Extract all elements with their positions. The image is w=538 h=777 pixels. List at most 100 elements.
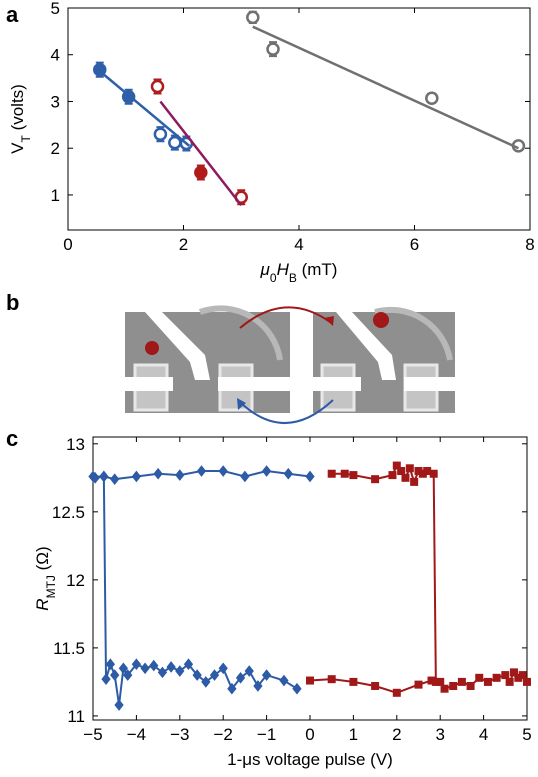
point — [201, 676, 211, 688]
x-axis-label: μ0HB (mT) — [260, 260, 338, 285]
point — [349, 471, 358, 480]
x-tick-label: 2 — [392, 725, 401, 744]
x-tick-label: 4 — [479, 725, 488, 744]
y-tick-label: 11 — [67, 707, 85, 726]
point — [466, 681, 475, 690]
point — [509, 668, 518, 677]
point — [110, 669, 120, 681]
point — [183, 658, 194, 671]
y-axis-label: RMTJ (Ω) — [33, 546, 58, 610]
point — [392, 461, 401, 470]
plot-frame — [67, 7, 531, 231]
point — [101, 673, 111, 685]
x-tick-label: −2 — [214, 725, 233, 744]
x-tick-label: −4 — [127, 725, 146, 744]
label-part: 0 — [270, 271, 277, 285]
point — [371, 681, 380, 690]
point — [397, 467, 406, 476]
point — [401, 473, 410, 482]
point — [194, 165, 208, 180]
point — [123, 669, 133, 681]
point — [279, 674, 289, 687]
point — [88, 470, 98, 483]
particle — [373, 312, 389, 328]
point — [150, 79, 165, 94]
point — [501, 671, 510, 680]
point — [410, 477, 419, 486]
point — [114, 699, 124, 711]
x-tick-label: 8 — [525, 235, 534, 254]
y-tick-label: 12 — [66, 571, 85, 590]
point — [153, 127, 168, 141]
point — [327, 675, 336, 684]
y-axis-label: VT (volts) — [8, 84, 33, 154]
x-tick-label: 1 — [349, 725, 358, 744]
y-tick-label: 4 — [51, 46, 60, 65]
x-tick-label: 0 — [63, 235, 72, 254]
label-part: (Ω) — [33, 546, 52, 575]
point — [118, 662, 129, 675]
point — [423, 467, 432, 476]
y-tick-label: 11.5 — [53, 639, 85, 658]
sem-lead — [145, 312, 210, 380]
point — [244, 665, 254, 677]
point — [166, 661, 176, 673]
point — [392, 688, 401, 697]
y-tick-label: 2 — [51, 139, 60, 158]
sem-arc — [198, 305, 283, 361]
y-tick-label: 13 — [66, 435, 85, 454]
point — [306, 676, 314, 685]
point — [196, 465, 207, 477]
point — [340, 469, 349, 478]
point — [283, 467, 293, 480]
point — [227, 682, 237, 695]
point — [261, 465, 272, 477]
sem-lead — [336, 312, 396, 380]
series-line — [252, 25, 519, 150]
series-line — [96, 67, 191, 147]
point — [218, 465, 228, 477]
label-part: T — [19, 135, 33, 143]
point — [140, 662, 150, 675]
sem-gap — [218, 377, 290, 391]
point — [483, 677, 492, 686]
x-tick-label: 5 — [522, 725, 531, 744]
y-tick-label: 12.5 — [52, 503, 85, 522]
point — [261, 669, 272, 681]
x-tick-label: −3 — [170, 725, 189, 744]
point — [153, 467, 163, 480]
y-tick-label: 5 — [51, 0, 60, 18]
point — [175, 665, 185, 677]
sem-arc — [374, 306, 453, 361]
point — [175, 469, 185, 481]
arrowhead — [237, 398, 246, 410]
point — [475, 673, 484, 682]
x-tick-label: 4 — [294, 235, 303, 254]
point — [292, 682, 302, 695]
point — [457, 677, 466, 686]
point — [99, 470, 109, 483]
point — [240, 470, 250, 483]
label-part: (mT) — [297, 260, 338, 279]
sem-gap — [404, 377, 455, 391]
point — [131, 470, 142, 483]
y-tick-label: 1 — [51, 186, 60, 205]
label-part: 1-μs voltage pulse (V) — [227, 750, 393, 769]
point — [414, 680, 423, 689]
x-tick-label: 0 — [305, 725, 314, 744]
point — [105, 658, 116, 671]
series-line — [159, 100, 243, 206]
point — [168, 135, 182, 150]
panel-label: a — [6, 2, 19, 27]
point — [149, 659, 159, 672]
point — [405, 464, 414, 473]
panel-label: c — [6, 426, 18, 451]
point — [440, 684, 449, 693]
x-tick-label: −1 — [257, 725, 276, 744]
x-tick-label: −5 — [83, 725, 102, 744]
point — [449, 681, 458, 690]
y-tick-label: 3 — [51, 92, 60, 111]
point — [371, 475, 380, 484]
x-tick-label: 6 — [410, 235, 419, 254]
point — [305, 470, 315, 483]
